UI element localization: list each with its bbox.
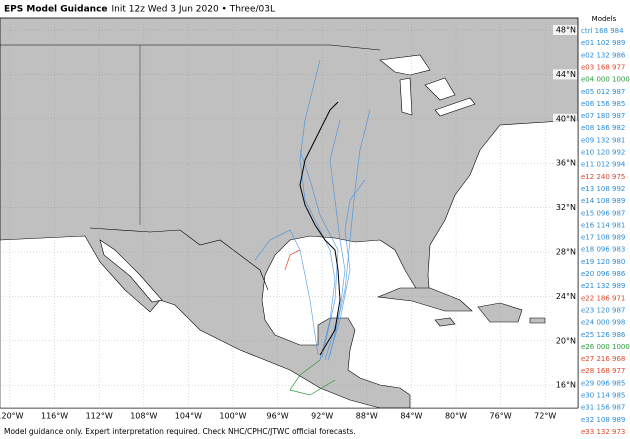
track [324, 119, 346, 361]
lon-label: 92°W [311, 412, 333, 421]
legend-entry: e13 108 992 [581, 185, 625, 193]
legend-entry: e08 186 982 [581, 124, 625, 132]
legend-entry: e16 114 981 [581, 221, 625, 229]
track [254, 229, 319, 356]
track-red [284, 249, 301, 271]
track-ctrl [299, 101, 341, 356]
jamaica [434, 317, 456, 327]
legend-entry: e26 000 1000 [581, 343, 630, 351]
legend-entry: ctrl 168 984 [581, 27, 624, 35]
legend-entry: e28 168 977 [581, 367, 625, 375]
legend-entry: e27 216 968 [581, 355, 625, 363]
legend-entry: e23 120 987 [581, 306, 625, 314]
track [299, 149, 339, 359]
lon-label: 104°W [175, 412, 202, 421]
atlantic-gulf [261, 119, 579, 409]
border [89, 227, 269, 291]
legend-entry: e21 132 989 [581, 282, 625, 290]
lat-label: 36°N [556, 159, 576, 168]
tracks [254, 59, 371, 361]
lon-label: 80°W [445, 412, 467, 421]
label-bg [553, 202, 577, 213]
great-lakes [399, 77, 413, 116]
hispaniola [477, 302, 523, 323]
legend-entry: e12 240 975 [581, 173, 625, 181]
legend-entry: e25 126 986 [581, 331, 626, 339]
lon-label: 76°W [490, 412, 512, 421]
lon-label: 88°W [356, 412, 378, 421]
legend-entry: e10 120 992 [581, 149, 625, 157]
legend-entry: e18 096 983 [581, 246, 625, 254]
legend-entry: e11 012 994 [581, 161, 626, 169]
gulf-of-california [99, 239, 163, 303]
title: EPS Model Guidance [4, 5, 108, 15]
subtitle: Init 12z Wed 3 Jun 2020 • Three/03L [112, 5, 276, 15]
border [0, 44, 381, 51]
legend-entry: e09 132 981 [581, 136, 625, 144]
legend-entry: e06 156 985 [581, 100, 625, 108]
legend-entry: e33 132 973 [581, 428, 625, 436]
lon-label: 108°W [130, 412, 157, 421]
lat-label: 48°N [556, 26, 576, 35]
lon-label: 120°W [0, 412, 24, 421]
lat-label: 20°N [556, 336, 576, 345]
legend-entry: e17 108 989 [581, 234, 625, 242]
legend-entry: e20 096 986 [581, 270, 626, 278]
pacific-ocean [0, 235, 381, 409]
lon-label: 100°W [219, 412, 246, 421]
label-bg [553, 69, 577, 80]
legend-entry: e05 012 987 [581, 88, 625, 96]
lon-label: 96°W [267, 412, 289, 421]
label-bg [553, 25, 577, 35]
label-bg [553, 158, 577, 169]
legend-entry: e24 000 998 [581, 319, 625, 327]
lat-label: 44°N [556, 70, 576, 79]
track [327, 179, 366, 361]
label-bg [553, 335, 577, 346]
lat-label: 32°N [556, 203, 576, 212]
track-green [289, 359, 336, 396]
lat-label: 24°N [556, 292, 576, 301]
great-lakes [424, 77, 456, 101]
puerto-rico [529, 317, 546, 324]
lon-label: 84°W [400, 412, 422, 421]
map [0, 17, 579, 409]
track [329, 109, 371, 356]
lat-label: 40°N [556, 114, 576, 123]
legend-entry: e30 114 985 [581, 392, 625, 400]
footer: Model guidance only. Expert interpretati… [4, 427, 356, 436]
track [299, 59, 336, 361]
legend-entry: e02 132 986 [581, 51, 626, 59]
legend-entry: e22 186 971 [581, 294, 625, 302]
great-lakes [379, 54, 431, 76]
label-bg [553, 247, 577, 257]
legend-title: Models [592, 15, 617, 23]
cuba [376, 287, 473, 312]
legend-entry: e15 096 987 [581, 209, 625, 217]
legend-entry: e03 168 977 [581, 63, 625, 71]
label-bg [553, 380, 577, 391]
legend-entry: e07 180 987 [581, 112, 625, 120]
label-bg [553, 291, 577, 302]
legend-entry: e32 108 989 [581, 416, 625, 424]
lon-label: 112°W [86, 412, 113, 421]
label-bg [553, 113, 577, 124]
legend-entry: e29 096 985 [581, 379, 625, 387]
legend-entry: e14 108 989 [581, 197, 625, 205]
legend-entry: e01 102 989 [581, 39, 625, 47]
lon-label: 116°W [41, 412, 68, 421]
lat-label: 16°N [556, 381, 576, 390]
great-lakes [434, 97, 476, 117]
legend-entry: e31 156 987 [581, 404, 625, 412]
legend-entry: e04 000 1000 [581, 76, 630, 84]
lon-label: 72°W [534, 412, 556, 421]
lat-label: 28°N [556, 248, 576, 257]
legend-entry: e19 120 980 [581, 258, 625, 266]
